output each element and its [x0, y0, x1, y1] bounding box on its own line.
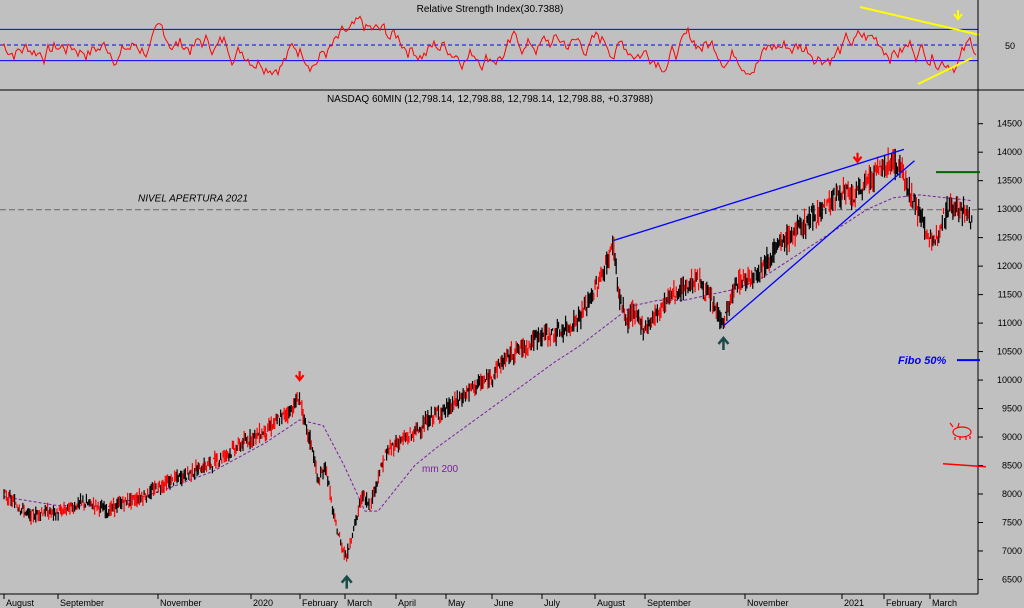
y-tick-label: 14500	[997, 119, 1022, 129]
up-arrow-icon	[340, 574, 353, 589]
price-panel: NASDAQ 60MIN (12,798.14, 12,798.88, 12,7…	[0, 94, 1022, 589]
ma200-label: mm 200	[422, 464, 459, 475]
x-tick-label: September	[647, 598, 691, 608]
x-tick-label: September	[60, 598, 104, 608]
y-tick-label: 8500	[1002, 461, 1022, 471]
x-tick-label: May	[448, 598, 466, 608]
x-tick-label: November	[747, 598, 789, 608]
y-tick-label: 11000	[998, 318, 1022, 328]
rsi-line	[1, 15, 977, 77]
x-axis: August September November 2020 February March…	[0, 593, 978, 608]
bull-icon	[949, 422, 972, 440]
lower-trendline	[723, 160, 915, 327]
y-tick-label: 14000	[997, 147, 1022, 157]
y-tick-label: 10000	[997, 375, 1022, 385]
x-tick-label: March	[347, 598, 372, 608]
upper-trendline	[613, 148, 905, 242]
red-level	[942, 463, 987, 468]
y-tick-label: 7500	[1002, 517, 1022, 527]
price-bars	[3, 147, 973, 562]
x-tick-label: August	[597, 598, 626, 608]
x-tick-label: August	[6, 598, 35, 608]
rsi-lower-trendline	[917, 57, 973, 85]
y-tick-label: 12000	[997, 261, 1022, 271]
x-tick-label: March	[932, 598, 957, 608]
y-tick-label: 9000	[1002, 432, 1022, 442]
x-tick-label: June	[494, 598, 514, 608]
y-tick-label: 8000	[1002, 489, 1022, 499]
y-tick-label: 12500	[997, 233, 1022, 243]
x-tick-label: 2020	[253, 598, 273, 608]
down-arrow-icon	[852, 152, 863, 164]
y-tick-label: 11500	[998, 290, 1022, 300]
x-tick-label: 2021	[844, 598, 864, 608]
rsi-panel: Relative Strength Index(30.7388) 50	[0, 0, 1015, 88]
price-title: NASDAQ 60MIN (12,798.14, 12,798.88, 12,7…	[327, 94, 653, 105]
x-tick-label: November	[160, 598, 202, 608]
rsi-down-arrow-icon	[953, 10, 963, 21]
y-tick-label: 9500	[1002, 404, 1022, 414]
x-tick-label: April	[398, 598, 416, 608]
y-tick-label: 13000	[997, 204, 1022, 214]
y-tick-label: 6500	[1002, 574, 1022, 584]
down-arrow-icon	[294, 371, 305, 382]
nivel-apertura-label: NIVEL APERTURA 2021	[138, 194, 248, 205]
up-arrow-icon	[717, 335, 730, 350]
rsi-tick-label: 50	[1005, 41, 1015, 51]
y-tick-label: 10500	[997, 347, 1022, 357]
ma200-line	[3, 194, 973, 512]
x-tick-label: February	[886, 598, 923, 608]
y-tick-label: 7000	[1002, 546, 1022, 556]
x-tick-label: February	[302, 598, 339, 608]
fibo-label: Fibo 50%	[898, 355, 947, 367]
rsi-background	[0, 0, 978, 88]
rsi-upper-trendline	[859, 6, 981, 36]
rsi-title: Relative Strength Index(30.7388)	[417, 4, 564, 15]
x-tick-label: July	[544, 598, 561, 608]
y-tick-label: 13500	[997, 176, 1022, 186]
